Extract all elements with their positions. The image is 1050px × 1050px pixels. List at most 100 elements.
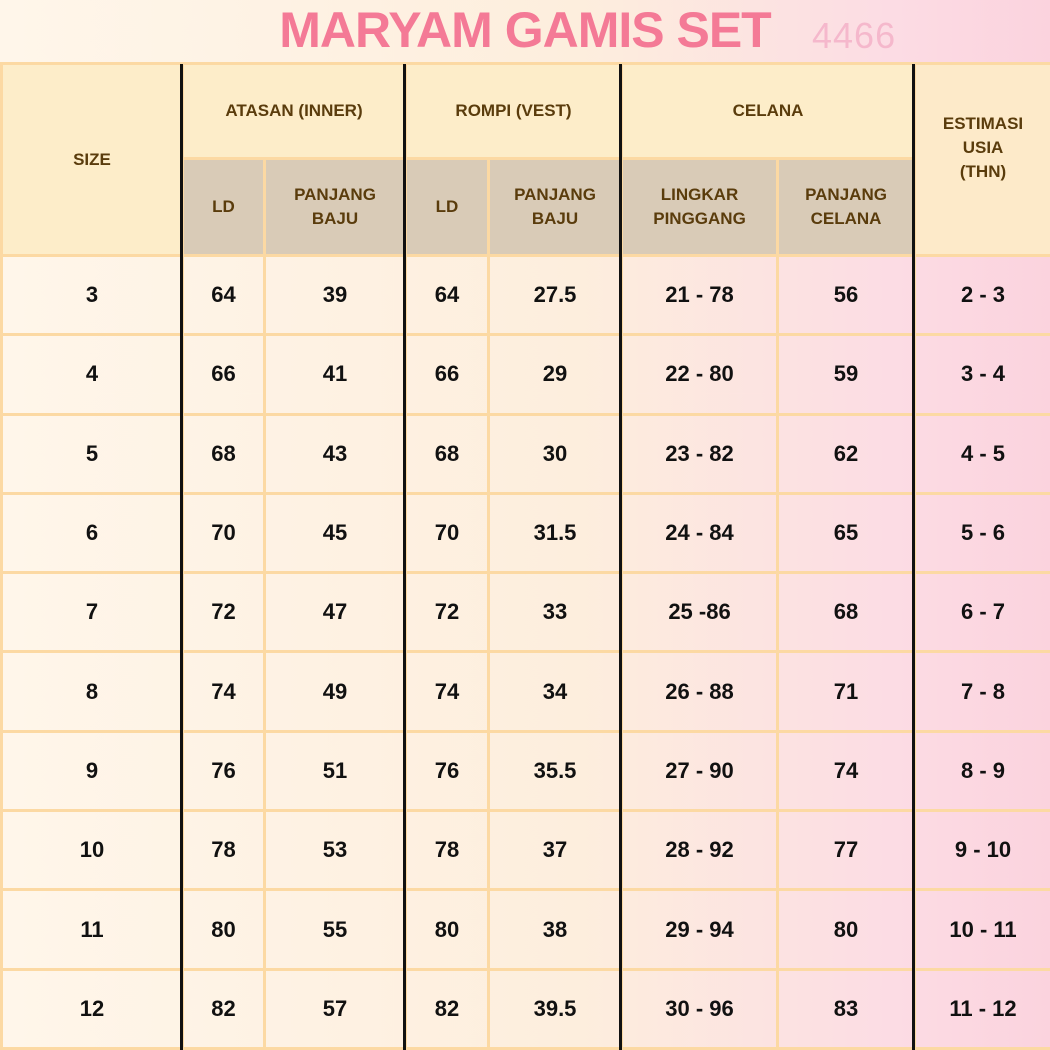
table-row: 9 76 51 76 35.5 27 - 90 74 8 - 9	[0, 729, 1050, 813]
subheader-text: LD	[435, 197, 459, 216]
header-celana: CELANA	[620, 62, 917, 160]
value-cell: 21 - 78	[620, 253, 780, 337]
value-cell: 29	[486, 333, 624, 416]
value-cell: 78	[181, 809, 266, 892]
value-cell: 23 - 82	[620, 412, 780, 495]
size-cell: 6	[0, 491, 184, 575]
value-cell: 6 - 7	[913, 571, 1050, 654]
value-cell: 62	[776, 412, 917, 495]
value-cell: 70	[404, 491, 490, 575]
value-cell: 68	[404, 412, 490, 495]
subheader-text: PANJANG	[294, 185, 376, 204]
table-row: 6 70 45 70 31.5 24 - 84 65 5 - 6	[0, 491, 1050, 575]
value-cell: 39	[263, 253, 407, 337]
size-cell: 12	[0, 967, 184, 1050]
value-cell: 49	[263, 650, 407, 733]
divider-line	[403, 64, 406, 1050]
table-row: 5 68 43 68 30 23 - 82 62 4 - 5	[0, 412, 1050, 495]
value-cell: 4 - 5	[913, 412, 1050, 495]
value-cell: 22 - 80	[620, 333, 780, 416]
value-cell: 28 - 92	[620, 809, 780, 892]
value-cell: 66	[181, 333, 266, 416]
value-cell: 71	[776, 650, 917, 733]
size-cell: 5	[0, 412, 184, 495]
header-rompi: ROMPI (VEST)	[403, 62, 624, 160]
value-cell: 2 - 3	[913, 253, 1050, 337]
value-cell: 5 - 6	[913, 491, 1050, 575]
value-cell: 26 - 88	[620, 650, 780, 733]
value-cell: 55	[263, 888, 407, 971]
size-cell: 11	[0, 888, 184, 971]
value-cell: 35.5	[486, 729, 624, 813]
value-cell: 37	[486, 809, 624, 892]
header-text: (THN)	[959, 161, 1007, 181]
page-title: MARYAM GAMIS SET	[279, 2, 771, 58]
value-cell: 80	[776, 888, 917, 971]
value-cell: 9 - 10	[913, 809, 1050, 892]
value-cell: 51	[263, 729, 407, 813]
size-cell: 4	[0, 333, 184, 416]
subheader-cell: PANJANG BAJU	[486, 157, 624, 257]
value-cell: 82	[181, 967, 266, 1050]
title-bar: MARYAM GAMIS SET 4466	[0, 0, 1050, 62]
value-cell: 72	[404, 571, 490, 654]
value-cell: 39.5	[486, 967, 624, 1050]
value-cell: 8 - 9	[913, 729, 1050, 813]
value-cell: 72	[181, 571, 266, 654]
subheader-cell: LINGKAR PINGGANG	[620, 157, 780, 257]
subheader-text: PANJANG	[805, 185, 887, 204]
table-row: 4 66 41 66 29 22 - 80 59 3 - 4	[0, 333, 1050, 416]
value-cell: 27 - 90	[620, 729, 780, 813]
value-cell: 27.5	[486, 253, 624, 337]
value-cell: 53	[263, 809, 407, 892]
table-row: 3 64 39 64 27.5 21 - 78 56 2 - 3	[0, 253, 1050, 337]
value-cell: 10 - 11	[913, 888, 1050, 971]
value-cell: 80	[181, 888, 266, 971]
subheader-text: LINGKAR	[660, 185, 739, 204]
table-row: 12 82 57 82 39.5 30 - 96 83 11 - 12	[0, 967, 1050, 1050]
product-code: 4466	[812, 15, 897, 56]
value-cell: 65	[776, 491, 917, 575]
value-cell: 7 - 8	[913, 650, 1050, 733]
size-cell: 7	[0, 571, 184, 654]
value-cell: 74	[404, 650, 490, 733]
value-cell: 41	[263, 333, 407, 416]
value-cell: 30	[486, 412, 624, 495]
value-cell: 25 -86	[620, 571, 780, 654]
value-cell: 30 - 96	[620, 967, 780, 1050]
value-cell: 77	[776, 809, 917, 892]
subheader-text: BAJU	[311, 209, 359, 228]
header-estimasi-usia: ESTIMASI USIA (THN)	[913, 62, 1050, 257]
value-cell: 29 - 94	[620, 888, 780, 971]
table-row: 8 74 49 74 34 26 - 88 71 7 - 8	[0, 650, 1050, 733]
value-cell: 34	[486, 650, 624, 733]
value-cell: 33	[486, 571, 624, 654]
subheader-cell: PANJANG BAJU	[263, 157, 407, 257]
value-cell: 45	[263, 491, 407, 575]
value-cell: 56	[776, 253, 917, 337]
value-cell: 3 - 4	[913, 333, 1050, 416]
value-cell: 31.5	[486, 491, 624, 575]
value-cell: 47	[263, 571, 407, 654]
value-cell: 78	[404, 809, 490, 892]
subheader-text: PINGGANG	[653, 209, 746, 228]
value-cell: 70	[181, 491, 266, 575]
value-cell: 57	[263, 967, 407, 1050]
value-cell: 64	[404, 253, 490, 337]
subheader-text: CELANA	[810, 209, 882, 228]
size-cell: 3	[0, 253, 184, 337]
value-cell: 68	[776, 571, 917, 654]
header-text: ESTIMASI	[942, 113, 1024, 133]
divider-line	[180, 64, 183, 1050]
divider-line	[619, 64, 622, 1050]
value-cell: 66	[404, 333, 490, 416]
value-cell: 74	[181, 650, 266, 733]
subheader-text: BAJU	[531, 209, 579, 228]
value-cell: 43	[263, 412, 407, 495]
table-row: 7 72 47 72 33 25 -86 68 6 - 7	[0, 571, 1050, 654]
value-cell: 24 - 84	[620, 491, 780, 575]
value-cell: 11 - 12	[913, 967, 1050, 1050]
header-size: SIZE	[0, 62, 184, 257]
value-cell: 74	[776, 729, 917, 813]
size-cell: 8	[0, 650, 184, 733]
